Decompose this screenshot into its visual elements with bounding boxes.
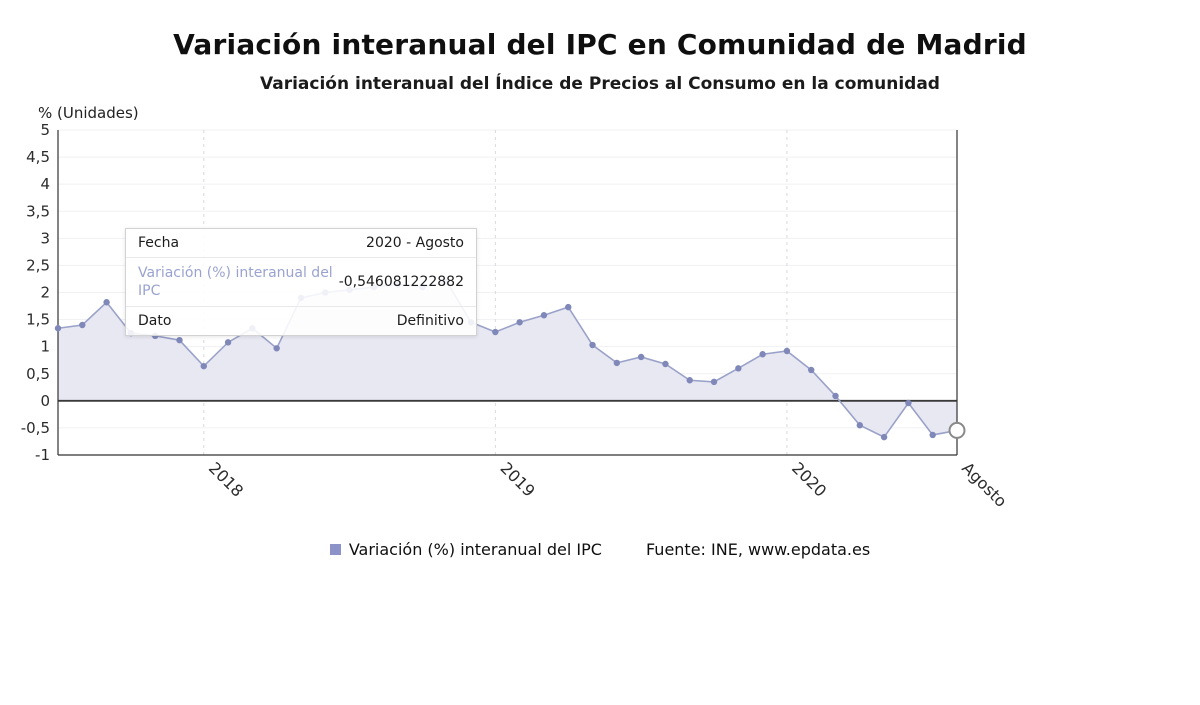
- svg-text:2018: 2018: [205, 458, 247, 500]
- y-axis-unit-label: % (Unidades): [38, 104, 139, 122]
- tooltip-label-fecha: Fecha: [138, 235, 180, 251]
- tooltip-value-dato: Definitivo: [396, 313, 464, 330]
- chart-tooltip: Fecha 2020 - Agosto Variación (%) intera…: [125, 228, 477, 337]
- svg-text:Agosto: Agosto: [958, 458, 1011, 511]
- tooltip-label-dato: Dato: [138, 313, 172, 330]
- svg-text:4: 4: [40, 175, 50, 193]
- svg-text:3: 3: [40, 229, 50, 247]
- source-text: Fuente: INE, www.epdata.es: [645, 540, 871, 559]
- svg-text:3,5: 3,5: [26, 202, 50, 220]
- svg-text:-0,5: -0,5: [21, 419, 50, 437]
- page-subtitle: Variación interanual del Índice de Preci…: [260, 74, 940, 94]
- tooltip-value-variacion: -0,546081222882: [338, 274, 464, 291]
- svg-text:1: 1: [40, 338, 50, 356]
- legend-swatch-icon: [329, 544, 341, 555]
- svg-text:4,5: 4,5: [26, 148, 50, 166]
- svg-text:2,5: 2,5: [26, 256, 50, 274]
- svg-text:0: 0: [40, 392, 50, 410]
- svg-text:2: 2: [40, 284, 50, 302]
- legend-label: Variación (%) interanual del IPC: [348, 540, 602, 559]
- svg-text:-1: -1: [35, 446, 50, 464]
- tooltip-row-fecha: Fecha 2020 - Agosto: [126, 229, 476, 257]
- tooltip-row-variacion: Variación (%) interanual del IPC -0,5460…: [126, 257, 476, 306]
- tooltip-label-variacion: Variación (%) interanual del IPC: [138, 265, 333, 300]
- svg-text:2019: 2019: [497, 458, 539, 500]
- tooltip-value-fecha: 2020 - Agosto: [366, 235, 464, 251]
- legend-item[interactable]: Variación (%) interanual del IPC: [329, 540, 602, 559]
- svg-text:2020: 2020: [788, 458, 830, 500]
- svg-text:5: 5: [40, 121, 50, 139]
- svg-text:0,5: 0,5: [26, 365, 50, 383]
- chart-footer: Variación (%) interanual del IPC Fuente:…: [0, 540, 1200, 559]
- tooltip-row-dato: Dato Definitivo: [126, 306, 476, 335]
- page-title: Variación interanual del IPC en Comunida…: [173, 28, 1027, 61]
- svg-text:1,5: 1,5: [26, 311, 50, 329]
